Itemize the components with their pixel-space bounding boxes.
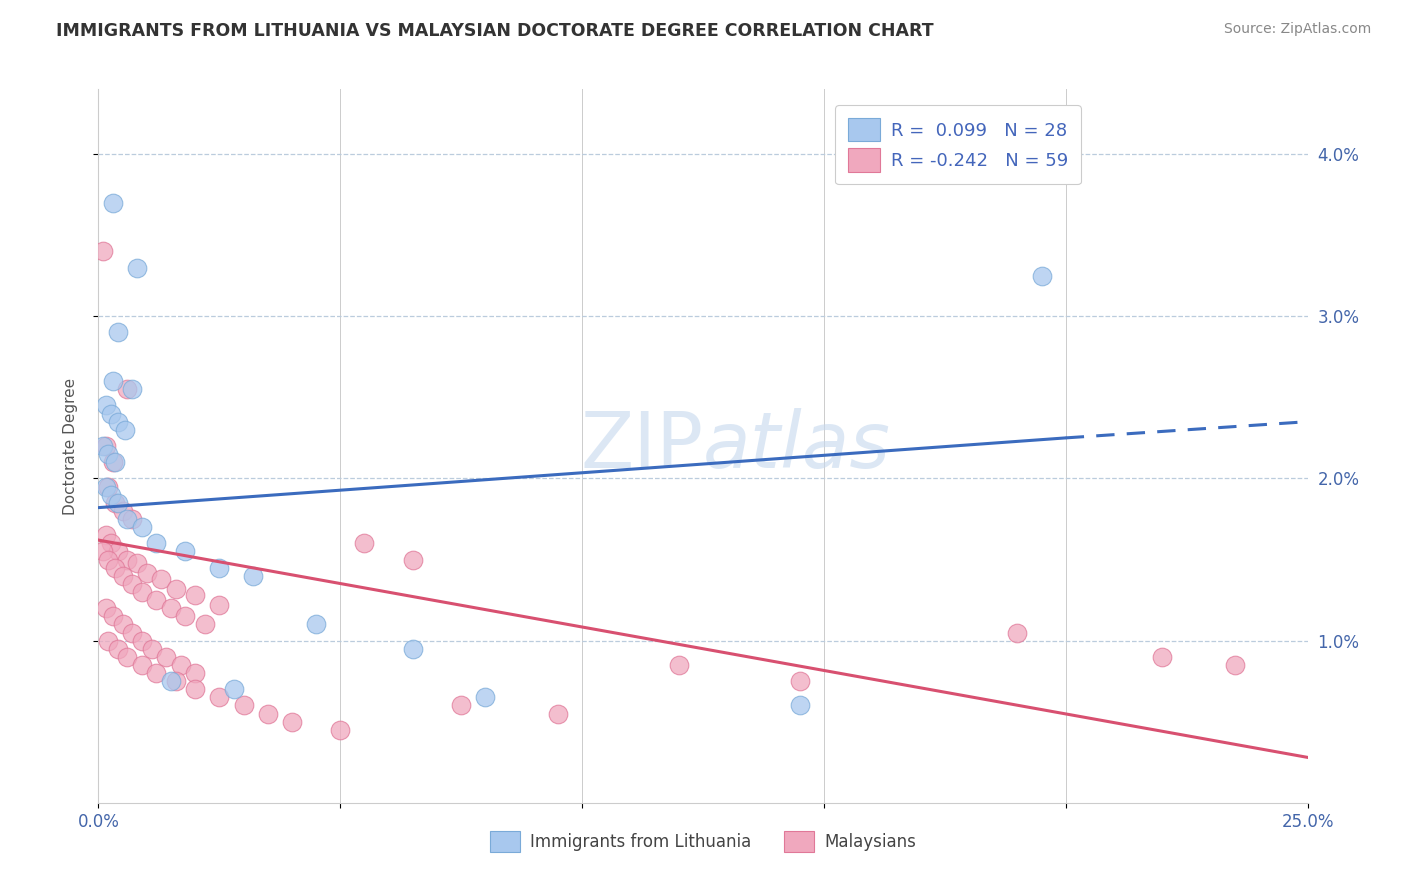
Point [100, 536, 122, 550]
Point [121, 382, 143, 396]
Point [281, 714, 304, 729]
Point [121, 625, 143, 640]
Point [94, 399, 117, 413]
Point [174, 544, 197, 558]
Point [155, 649, 177, 664]
Point [111, 568, 134, 582]
Point [668, 657, 690, 672]
Point [117, 512, 139, 526]
Point [114, 423, 136, 437]
Point [402, 552, 425, 566]
Point [107, 415, 129, 429]
Point [101, 374, 124, 388]
Point [104, 496, 127, 510]
Point [1152, 649, 1174, 664]
Point [97, 633, 120, 648]
Point [450, 698, 472, 713]
Point [169, 657, 191, 672]
Point [1031, 268, 1053, 283]
Point [160, 674, 183, 689]
Point [256, 706, 278, 721]
Point [94, 528, 117, 542]
Point [111, 504, 134, 518]
Point [131, 520, 153, 534]
Point [208, 598, 231, 612]
Point [107, 641, 129, 656]
Point [222, 682, 245, 697]
Point [1223, 657, 1246, 672]
Point [117, 649, 139, 664]
Text: Source: ZipAtlas.com: Source: ZipAtlas.com [1223, 22, 1371, 37]
Point [100, 407, 122, 421]
Point [141, 641, 163, 656]
Point [97, 552, 120, 566]
Point [107, 326, 129, 340]
Point [97, 447, 120, 461]
Point [547, 706, 569, 721]
Point [121, 512, 143, 526]
Text: ZIP: ZIP [581, 408, 703, 484]
Legend: Immigrants from Lithuania, Malaysians: Immigrants from Lithuania, Malaysians [477, 818, 929, 866]
Point [127, 260, 149, 275]
Y-axis label: Doctorate Degree: Doctorate Degree [63, 377, 77, 515]
Point [121, 577, 143, 591]
Point [94, 439, 117, 453]
Point [789, 698, 811, 713]
Point [353, 536, 375, 550]
Point [100, 488, 122, 502]
Point [104, 560, 127, 574]
Point [145, 536, 167, 550]
Point [165, 674, 187, 689]
Point [111, 617, 134, 632]
Point [91, 544, 114, 558]
Point [194, 617, 217, 632]
Point [101, 609, 124, 624]
Point [107, 544, 129, 558]
Point [160, 601, 183, 615]
Point [94, 601, 117, 615]
Point [127, 556, 149, 570]
Point [184, 682, 207, 697]
Point [474, 690, 496, 705]
Point [91, 244, 114, 259]
Point [91, 439, 114, 453]
Point [208, 560, 231, 574]
Point [131, 585, 153, 599]
Point [150, 572, 173, 586]
Text: IMMIGRANTS FROM LITHUANIA VS MALAYSIAN DOCTORATE DEGREE CORRELATION CHART: IMMIGRANTS FROM LITHUANIA VS MALAYSIAN D… [56, 22, 934, 40]
Point [94, 479, 117, 493]
Point [145, 666, 167, 681]
Point [208, 690, 231, 705]
Point [242, 568, 264, 582]
Point [101, 195, 124, 210]
Point [117, 552, 139, 566]
Point [184, 588, 207, 602]
Point [131, 657, 153, 672]
Text: atlas: atlas [703, 408, 891, 484]
Point [101, 455, 124, 469]
Point [104, 455, 127, 469]
Point [402, 641, 425, 656]
Point [135, 566, 157, 580]
Point [789, 674, 811, 689]
Point [232, 698, 254, 713]
Point [184, 666, 207, 681]
Point [329, 723, 352, 737]
Point [1007, 625, 1029, 640]
Point [107, 496, 129, 510]
Point [97, 479, 120, 493]
Point [145, 593, 167, 607]
Point [117, 382, 139, 396]
Point [131, 633, 153, 648]
Point [174, 609, 197, 624]
Point [165, 582, 187, 596]
Point [305, 617, 328, 632]
